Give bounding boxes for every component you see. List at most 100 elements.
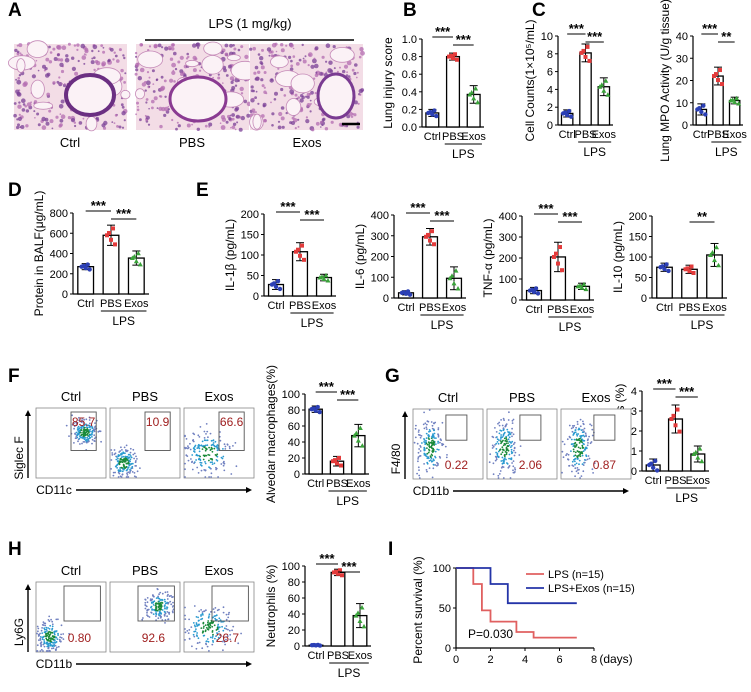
histology-nucleus [305,116,308,119]
flow-event [56,646,58,649]
histology-nucleus [167,108,170,111]
flow-event [121,461,124,464]
flow-x-arrowhead [246,487,252,493]
flow-event [570,427,573,430]
flow-event [208,446,211,449]
y-tick-label: 6 [547,67,553,79]
flow-event [196,454,199,457]
flow-event [80,427,83,430]
flow-event [44,635,47,638]
flow-event [193,433,196,436]
flow-event [195,647,198,650]
flow-event [57,618,59,621]
histology-nucleus [240,45,244,49]
histology-nucleus [246,113,251,118]
flow-event [198,447,201,450]
flow-event [197,472,200,474]
histology-nucleus [239,86,244,92]
flow-event [200,464,203,467]
flow-event [419,434,421,437]
flow-gate-value: 0.80 [68,631,92,645]
flow-event [200,627,203,629]
flow-event [76,427,79,429]
flow-event [50,618,52,621]
flow-event [499,470,502,472]
histology-nucleus [59,58,64,62]
flow-event [202,630,204,633]
histology-nucleus [42,64,46,69]
histology-nucleus [171,43,175,47]
flow-event [214,617,217,620]
y-tick-label: 30 [676,53,688,65]
sig-stars: *** [304,207,320,222]
flow-event [511,419,514,422]
flow-event [418,448,420,450]
data-point [691,270,696,275]
data-point [294,249,298,254]
histology-nucleus [136,108,140,112]
sig-stars: *** [91,198,107,213]
histology-nucleus [15,78,18,81]
flow-event [164,607,166,609]
data-point [336,571,340,576]
y-tick-label: 150 [629,232,647,244]
flow-event [88,440,90,443]
flow-event [62,633,65,635]
flow-event [574,446,577,448]
flow-plot-1 [109,581,181,653]
flow-event [196,447,199,449]
flow-event [161,609,164,611]
flow-event [574,475,576,478]
data-point [714,244,719,250]
flow-event [572,426,575,429]
histology-nucleus [329,69,334,73]
flow-event [71,414,73,417]
flow-event [573,455,575,457]
y-tick-label: 400 [50,249,68,261]
histology-nucleus [107,59,110,63]
histology-nucleus [223,68,227,73]
data-point [664,262,669,267]
flow-event [191,460,194,463]
histology-nucleus [74,71,79,76]
x-label-exos: Exos [124,298,149,310]
histology-nucleus [230,126,232,129]
flow-event [41,632,44,634]
histology-nucleus [20,125,25,129]
flow-event [492,445,495,448]
flow-event [499,429,502,432]
data-point [693,449,699,455]
flow-event [158,610,161,613]
flow-event [496,453,499,456]
flow-event [590,424,593,427]
flow-event [131,471,134,473]
flow-column-label: Ctrl [438,390,458,405]
histology-nucleus [63,83,66,85]
flow-event [73,442,75,444]
y-tick-label: 0 [294,469,300,481]
flow-event [197,434,200,437]
flow-event [141,618,144,621]
flow-event [216,459,219,462]
flow-event [196,625,198,627]
histology-nucleus [321,124,324,126]
histology-nucleus [310,64,315,69]
histology-nucleus [243,99,248,104]
flow-event [195,616,198,618]
x-label-pbs: PBS [419,302,441,314]
flow-event [501,436,504,438]
y-tick-label: 0 [383,293,389,305]
flow-event [231,629,234,632]
flow-event [184,614,186,617]
data-point [605,92,611,97]
flow-event [163,598,166,601]
histology-nucleus [48,109,52,113]
flow-event [512,418,515,421]
y-axis-label: IL-6 (pg/mL) [353,224,367,289]
flow-event [496,441,499,443]
flow-event [491,444,494,447]
flow-event [575,438,578,441]
histology-nucleus [302,57,305,60]
flow-event [512,443,515,446]
sig-stars: *** [587,29,603,44]
